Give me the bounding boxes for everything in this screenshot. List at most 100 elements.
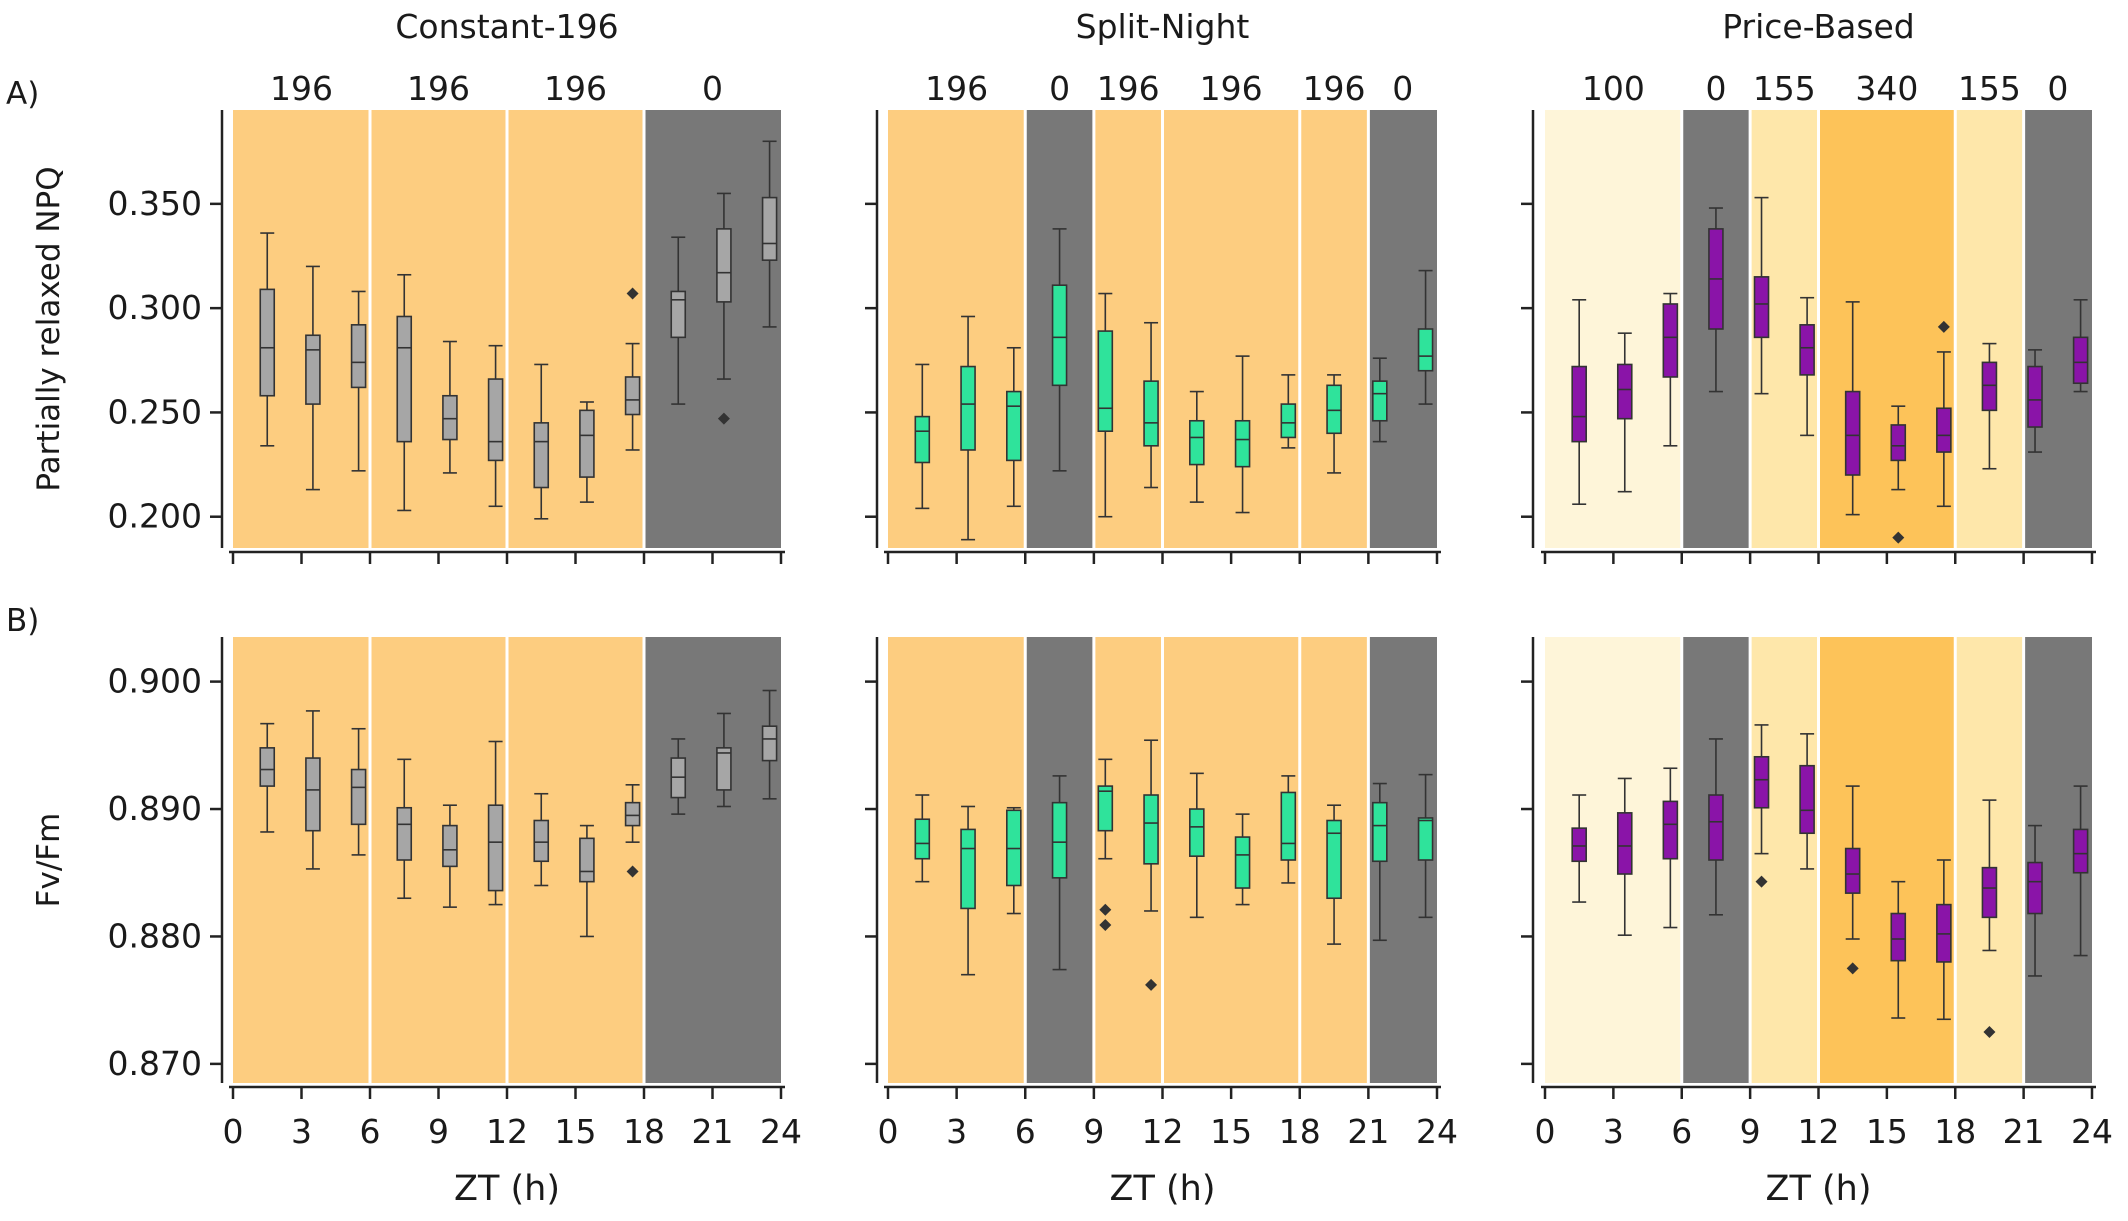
light-period-background: [644, 637, 781, 1083]
box: [305, 757, 321, 832]
box-plot: [1708, 207, 1724, 393]
light-period-background: [644, 110, 781, 548]
box: [1189, 808, 1205, 857]
light-intensity-label: 340: [1855, 69, 1918, 108]
light-intensity-label: 196: [544, 69, 607, 108]
column-title: Split-Night: [1076, 7, 1250, 46]
box: [487, 378, 504, 462]
box: [716, 228, 732, 303]
box-plot: [1372, 782, 1388, 942]
box-plot: [2027, 349, 2043, 453]
light-period-background: [370, 637, 507, 1083]
box-plot: [1753, 724, 1770, 888]
box: [624, 801, 641, 827]
panel: 0.200 0.250 0.300 0.350 A) Partially relaxed …: [6, 76, 785, 564]
box: [259, 747, 276, 787]
box-plot: [305, 265, 321, 491]
box: [396, 315, 413, 443]
box-plot: [1280, 374, 1297, 449]
box-plot: [1097, 292, 1114, 518]
light-intensity-label: 0: [702, 69, 723, 108]
box-plot: [2072, 785, 2089, 957]
x-tick-label: 0: [1535, 1112, 1556, 1151]
x-tick-label: 6: [1015, 1112, 1036, 1151]
box: [1097, 330, 1114, 433]
box-plot: [1799, 296, 1815, 437]
x-axis-label: ZT (h): [1110, 1169, 1216, 1209]
box: [960, 828, 976, 910]
box-plot: [1326, 374, 1342, 474]
box: [487, 804, 504, 892]
x-tick-label: 9: [1083, 1112, 1104, 1151]
box: [1662, 800, 1679, 860]
light-period-background: [2023, 110, 2092, 548]
box-plot: [1890, 880, 1907, 1019]
box: [579, 409, 595, 478]
box-plot: [960, 805, 976, 976]
box-plot: [1051, 775, 1068, 971]
x-tick-label: 9: [1740, 1112, 1761, 1151]
box: [533, 422, 550, 489]
box: [761, 725, 778, 762]
box-plot: [1936, 320, 1952, 508]
box: [1571, 365, 1587, 443]
box: [1844, 847, 1861, 894]
box-plot: [914, 794, 931, 883]
box-plot: [624, 784, 641, 878]
x-tick-label: 24: [2071, 1112, 2113, 1151]
box: [1372, 801, 1388, 863]
box-plot: [396, 758, 413, 900]
box: [1234, 836, 1251, 889]
box: [2072, 828, 2089, 874]
box: [914, 415, 931, 464]
panel: 0 3 6 9 12 15 18 21 24 ZT (h): [1521, 637, 2113, 1209]
box-plot: [761, 689, 778, 800]
panel: [1521, 110, 2096, 564]
outlier-point: [1892, 531, 1905, 544]
light-period-background: [1955, 110, 2024, 548]
box-plot: [1006, 346, 1022, 508]
light-period-background: [233, 637, 370, 1083]
x-tick-label: 21: [2003, 1112, 2045, 1151]
box-plot: [1143, 321, 1159, 489]
column-title: Price-Based: [1722, 7, 1915, 46]
box: [1799, 764, 1815, 835]
box-plot: [533, 792, 550, 887]
light-period-background: [1162, 637, 1300, 1083]
box: [1006, 390, 1022, 462]
outlier-point: [626, 865, 639, 878]
x-tick-label: 12: [1142, 1112, 1184, 1151]
box: [1051, 284, 1068, 387]
light-intensity-label: 0: [2047, 69, 2068, 108]
light-period-background: [1818, 637, 1956, 1083]
box-plot: [487, 344, 504, 508]
box: [1417, 817, 1434, 861]
light-intensity-label: 196: [925, 69, 988, 108]
box-plot: [1571, 298, 1587, 506]
light-intensity-label: 196: [1097, 69, 1160, 108]
box-plot: [305, 710, 321, 870]
x-tick-label: 15: [1210, 1112, 1252, 1151]
panel: 0.870 0.880 0.890 0.900 0 3 6 9 12 15 18 21 24 ZT (h)…: [6, 603, 802, 1209]
box: [1326, 384, 1342, 435]
x-tick-label: 12: [486, 1112, 528, 1151]
box-plot: [1662, 767, 1679, 929]
box-plot: [1981, 799, 1998, 1039]
light-intensity-label: 0: [1049, 69, 1070, 108]
box-plot: [1616, 777, 1633, 936]
box: [1143, 380, 1159, 447]
box: [914, 818, 931, 860]
light-period-background: [233, 110, 370, 548]
box: [1981, 361, 1998, 412]
x-tick-label: 15: [1866, 1112, 1908, 1151]
outlier-point: [1145, 978, 1158, 991]
box: [1981, 866, 1998, 919]
light-intensity-label: 100: [1582, 69, 1645, 108]
box-plot: [1234, 813, 1251, 906]
outlier-point: [1937, 320, 1950, 333]
outlier-point: [1099, 918, 1112, 931]
box: [2027, 365, 2043, 428]
y-axis-label: Partially relaxed NPQ: [31, 166, 67, 491]
outlier-point: [1755, 875, 1768, 888]
box-plot: [1417, 773, 1434, 919]
